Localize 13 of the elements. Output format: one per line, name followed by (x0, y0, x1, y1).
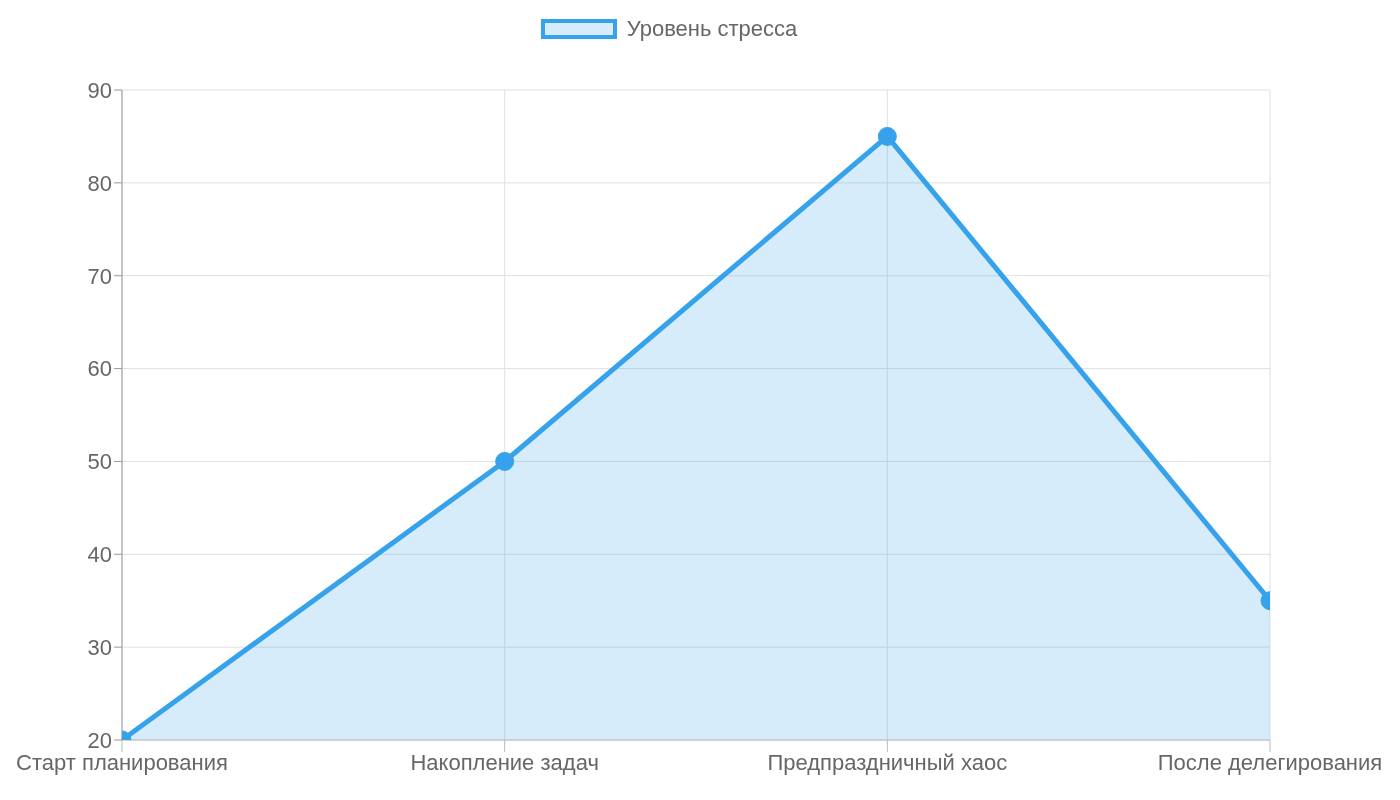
legend-label: Уровень стресса (626, 16, 798, 42)
y-tick-label: 60 (87, 356, 112, 382)
x-tick-label: Накопление задач (410, 749, 599, 775)
x-tick-label: После делегирования (1157, 749, 1383, 775)
y-tick-label: 70 (87, 263, 112, 289)
y-tick-label: 30 (87, 634, 112, 660)
x-tick-label: Предпраздничный хаос (767, 749, 1008, 775)
point (495, 451, 515, 471)
y-tick-label: 90 (87, 77, 112, 103)
point (877, 126, 897, 146)
y-tick-label: 50 (87, 449, 112, 475)
y-tick-label: 40 (87, 542, 112, 568)
y-tick-label: 80 (87, 170, 112, 196)
